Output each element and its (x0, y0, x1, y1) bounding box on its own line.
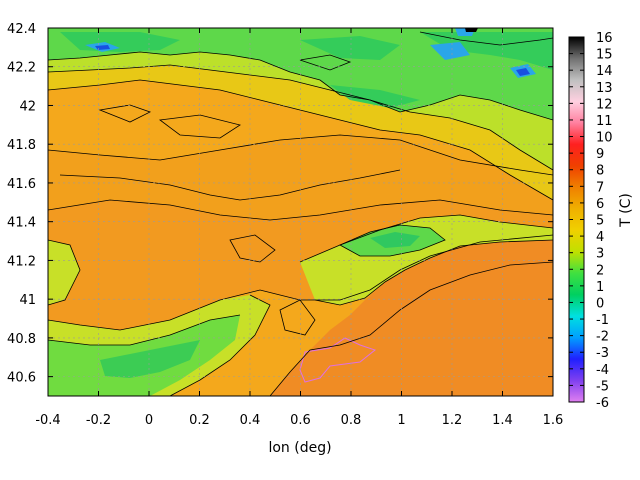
x-tick-label: -0.2 (86, 413, 111, 428)
y-tick-label: 40.6 (7, 371, 36, 386)
y-tick-label: 40.8 (7, 332, 36, 347)
y-tick-label: 41.6 (7, 177, 36, 192)
colorbar-tick-label: 12 (596, 97, 613, 112)
colorbar-tick-label: 7 (596, 180, 604, 195)
colorbar-tick-label: 1 (596, 280, 604, 295)
colorbar-tick-label: 9 (596, 147, 604, 162)
colorbar-tick-label: -3 (596, 346, 609, 361)
x-tick-label: 0.8 (341, 413, 362, 428)
sea-warm-contour (299, 337, 377, 383)
colorbar-tick-label: 13 (596, 81, 613, 96)
southwest-hills-region (100, 340, 200, 378)
colorbar-tick-label: 14 (596, 64, 613, 79)
colorbar-tick-label: 8 (596, 164, 604, 179)
y-tick-label: 41.8 (7, 138, 36, 153)
colorbar-tick-label: 15 (596, 48, 613, 63)
colorbar-tick-label: -6 (596, 396, 609, 411)
colorbar-tick-label: 10 (596, 131, 613, 146)
x-tick-label: -0.4 (35, 413, 60, 428)
colorbar-tick-label: 3 (596, 247, 604, 262)
x-tick-label: 0.6 (290, 413, 311, 428)
x-tick-label: 0.2 (189, 413, 210, 428)
x-tick-label: 1.4 (492, 413, 513, 428)
x-axis: -0.4 -0.2 0 0.2 0.4 0.6 0.8 1 1.2 1.4 1.6 (35, 28, 563, 428)
colorbar-tick-label: 11 (596, 114, 613, 129)
west-hills-region (48, 240, 80, 305)
y-axis: 40.6 40.8 41 41.2 41.4 41.6 41.8 42 42.2 42.4 (7, 22, 553, 386)
grid (48, 28, 553, 396)
colorbar-tick-label: 6 (596, 197, 604, 212)
colorbar-scale (569, 37, 584, 402)
coastal-mountains-region (370, 232, 420, 248)
central-plain-region (48, 135, 553, 220)
y-tick-label: 41.2 (7, 254, 36, 269)
colorbar-tick-label: 0 (596, 296, 604, 311)
colorbar-tick-label: 16 (596, 31, 613, 46)
y-tick-label: 41.4 (7, 216, 36, 231)
y-tick-label: 42 (19, 99, 36, 114)
x-tick-label: 0.4 (240, 413, 261, 428)
colorbar-tick-label: -4 (596, 363, 609, 378)
x-tick-label: 1.6 (543, 413, 564, 428)
colorbar-tick-label: 2 (596, 263, 604, 278)
x-axis-label: lon (deg) (268, 440, 331, 456)
y-tick-label: 41 (19, 293, 36, 308)
sea-region (270, 232, 553, 396)
x-tick-label: 0 (145, 413, 153, 428)
colorbar-tick-label: -1 (596, 313, 609, 328)
colorbar-tick-label: -5 (596, 379, 609, 394)
plot-area (48, 28, 553, 396)
colorbar-label: T (C) (618, 193, 634, 228)
x-tick-label: 1.2 (442, 413, 463, 428)
y-tick-label: 42.4 (7, 22, 36, 37)
colorbar-tick-label: 5 (596, 214, 604, 229)
colorbar-tick-label: 4 (596, 230, 604, 245)
x-tick-label: 1 (397, 413, 405, 428)
colorbar-tick-label: -2 (596, 330, 609, 345)
north-highlands-region (60, 32, 553, 108)
y-tick-label: 42.2 (7, 61, 36, 76)
cold-patch (85, 28, 536, 78)
cold-patch (465, 28, 478, 32)
